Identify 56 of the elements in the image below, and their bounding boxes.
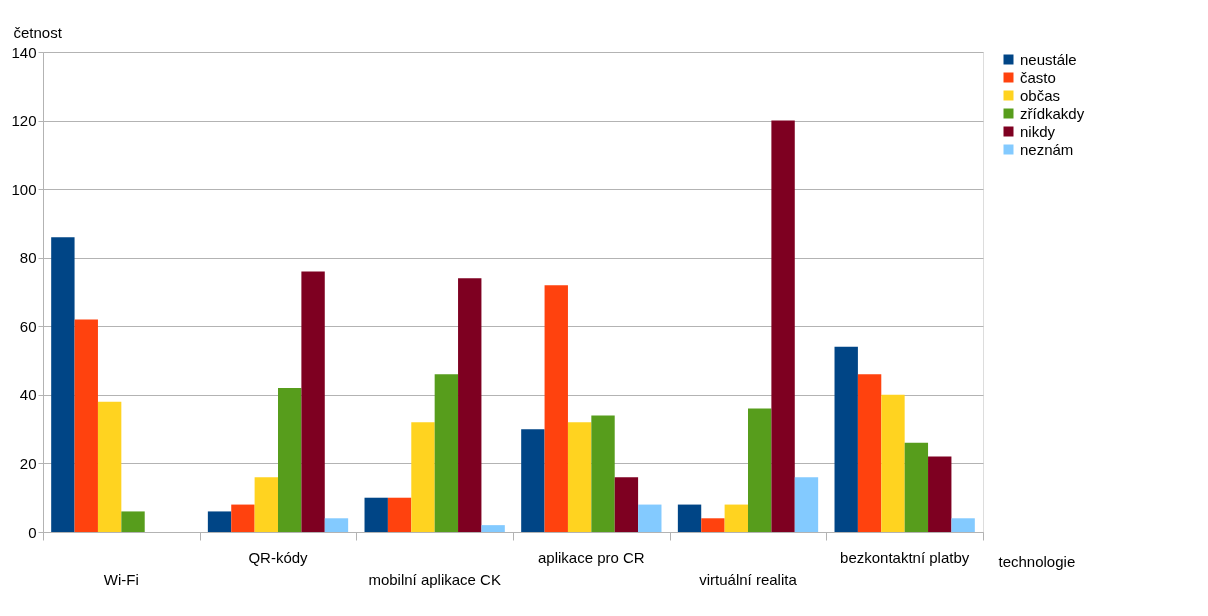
x-tick-label: virtuální realita	[699, 571, 798, 588]
y-tick-label: 60	[19, 317, 37, 335]
bar	[278, 388, 302, 532]
bar	[324, 518, 349, 532]
bar	[364, 497, 388, 532]
x-tick-label: bezkontaktní platby	[840, 549, 970, 566]
y-tick-label: 100	[11, 180, 37, 198]
bar	[521, 429, 545, 532]
x-tick-label: aplikace pro CR	[537, 549, 645, 566]
legend-label: neustále	[1020, 50, 1077, 68]
bar	[481, 525, 505, 532]
legend-label: zřídkakdy	[1020, 104, 1085, 122]
bar	[121, 511, 145, 532]
y-tick-label: 80	[19, 249, 37, 267]
bar	[724, 504, 748, 532]
bar	[701, 518, 725, 532]
bar	[567, 422, 592, 532]
bar	[794, 477, 819, 532]
bar	[458, 278, 482, 532]
bar	[881, 394, 905, 532]
bar	[207, 511, 232, 532]
x-tick-label: Wi-Fi	[103, 571, 139, 588]
y-tick-label: 40	[19, 386, 37, 404]
bar	[387, 497, 412, 532]
y-tick-label: 140	[11, 43, 37, 61]
legend-label: často	[1020, 68, 1056, 86]
bar	[771, 120, 795, 532]
y-axis-title: četnost	[13, 23, 63, 41]
bar	[301, 271, 325, 532]
bar	[74, 319, 98, 532]
legend-label: neznám	[1020, 140, 1074, 158]
y-tick-label: 120	[11, 112, 37, 130]
bar	[677, 504, 702, 532]
x-tick-label: QR-kódy	[248, 549, 309, 566]
y-tick-label: 20	[19, 454, 37, 472]
bar	[638, 504, 662, 532]
x-tick-label: mobilní aplikace CK	[368, 571, 501, 588]
bar	[857, 374, 882, 532]
bar	[97, 401, 122, 532]
bar	[951, 518, 975, 532]
bar	[591, 415, 615, 532]
bar	[411, 422, 435, 532]
bar	[254, 477, 278, 532]
legend-label: občas	[1020, 86, 1061, 104]
bar	[231, 504, 255, 532]
bar	[544, 285, 568, 532]
x-axis-title: technologie	[998, 552, 1076, 570]
y-tick-label: 0	[28, 523, 37, 541]
bar	[614, 477, 639, 532]
bar	[51, 237, 75, 532]
legend-label: nikdy	[1020, 122, 1056, 140]
bar	[928, 456, 952, 532]
bar	[834, 346, 858, 532]
bar	[748, 408, 772, 532]
bar	[434, 374, 459, 532]
bar	[904, 442, 929, 532]
